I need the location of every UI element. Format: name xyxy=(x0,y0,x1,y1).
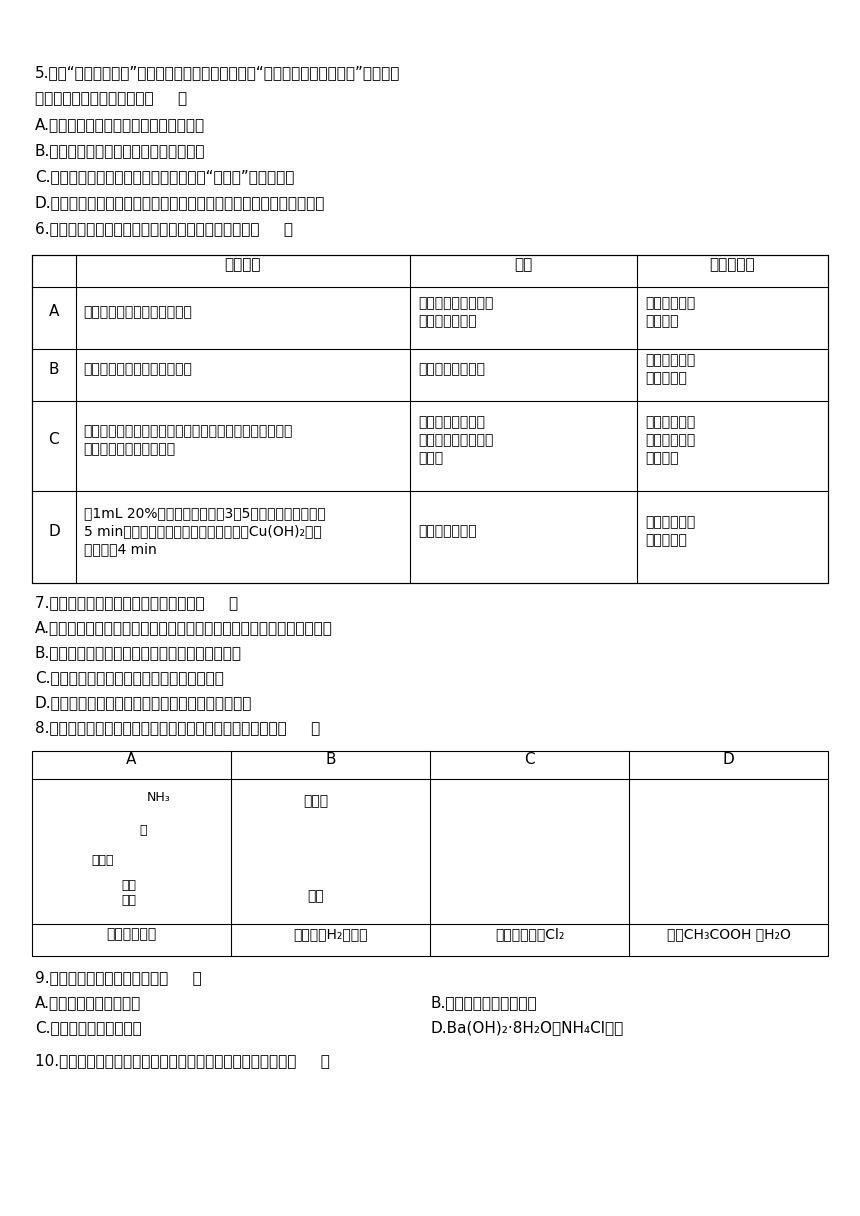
Text: 蔗糖不能水解: 蔗糖不能水解 xyxy=(645,516,695,529)
Text: 稀硫酸: 稀硫酸 xyxy=(303,794,328,807)
Text: 基氢的活性比: 基氢的活性比 xyxy=(645,433,695,447)
Text: 9.下列反应中属吸热反应的是（     ）: 9.下列反应中属吸热反应的是（ ） xyxy=(35,970,202,985)
Text: C.淠粉、纤维素和油脂都是天然高分子化合物: C.淠粉、纤维素和油脂都是天然高分子化合物 xyxy=(35,670,224,685)
Text: 性比硅酸强: 性比硅酸强 xyxy=(645,371,687,385)
Text: 酸的通性: 酸的通性 xyxy=(645,314,679,328)
Text: 测定生成H₂的体积: 测定生成H₂的体积 xyxy=(293,927,368,941)
Text: B.推广可降解塑料的使用，减少白色污染: B.推广可降解塑料的使用，减少白色污染 xyxy=(35,143,206,158)
Text: A: A xyxy=(126,751,137,766)
Text: 锌粒: 锌粒 xyxy=(307,889,324,903)
Text: 解释或结论: 解释或结论 xyxy=(710,258,755,272)
Text: 列行为有惖于这一理念的是（     ）: 列行为有惖于这一理念的是（ ） xyxy=(35,91,187,106)
Text: 水: 水 xyxy=(139,824,147,837)
Text: 取1mL 20%的蔗糖溶液，加入3～5滴稀硫酸。水浴加热: 取1mL 20%的蔗糖溶液，加入3～5滴稀硫酸。水浴加热 xyxy=(83,506,326,520)
Text: B.氢氧化钙与盐酸的反应: B.氢氧化钙与盐酸的反应 xyxy=(430,995,537,1010)
Text: 向盛有少量无水乙醇的试管中，加入一小块新切的、用滤: 向盛有少量无水乙醇的试管中，加入一小块新切的、用滤 xyxy=(83,424,293,438)
Text: 8.用如图所示实验装置进行相应实验，能达到实验目的的是（     ）: 8.用如图所示实验装置进行相应实验，能达到实验目的的是（ ） xyxy=(35,720,320,734)
Text: C.硫在空气或氧气中燃烧: C.硫在空气或氧气中燃烧 xyxy=(35,1020,142,1035)
Text: D: D xyxy=(722,751,734,766)
Text: C.加强节能减排，减少碳排放，提前达到“碳中和”的远景目标: C.加强节能减排，减少碳排放，提前达到“碳中和”的远景目标 xyxy=(35,169,294,184)
Text: B: B xyxy=(325,751,335,766)
Text: 止水夹: 止水夹 xyxy=(91,854,114,867)
Text: 液，加热4 min: 液，加热4 min xyxy=(83,542,157,556)
Text: 向硅酸钠溶液中通入二氧化碳: 向硅酸钠溶液中通入二氧化碳 xyxy=(83,362,193,376)
Text: B: B xyxy=(49,361,59,377)
Text: 未产生红色沉淀: 未产生红色沉淀 xyxy=(418,524,476,537)
Text: D.Ba(OH)₂·8H₂O与NH₄Cl反应: D.Ba(OH)₂·8H₂O与NH₄Cl反应 xyxy=(430,1020,624,1035)
Text: 用浓硫酸干燥Cl₂: 用浓硫酸干燥Cl₂ xyxy=(494,927,564,941)
Text: 5 min后取少量溶液，直接加入少量新制Cu(OH)₂悬浊: 5 min后取少量溶液，直接加入少量新制Cu(OH)₂悬浊 xyxy=(83,524,322,537)
Bar xyxy=(32,751,828,956)
Text: A.向某无色液体中滴加几滴碎水，振荡后液体变蓝，则该液体中含有淠粉: A.向某无色液体中滴加几滴碎水，振荡后液体变蓝，则该液体中含有淠粉 xyxy=(35,620,333,635)
Text: 10.已知某有机化合物的结构如图所示，有关判断不正确的是（     ）: 10.已知某有机化合物的结构如图所示，有关判断不正确的是（ ） xyxy=(35,1053,330,1068)
Text: 实验操作: 实验操作 xyxy=(224,258,261,272)
Text: 钠浮在无水乙醇表: 钠浮在无水乙醇表 xyxy=(418,415,485,429)
Text: 纸擦干表面煤油的金属钠: 纸擦干表面煤油的金属钠 xyxy=(83,441,176,456)
Text: NH₃: NH₃ xyxy=(146,790,170,804)
Text: 空气无明显变化: 空气无明显变化 xyxy=(418,314,476,328)
Text: 溶液: 溶液 xyxy=(121,894,137,907)
Text: C: C xyxy=(525,751,535,766)
Text: 乙醇结构中羟: 乙醇结构中羟 xyxy=(645,415,695,429)
Text: A.镇与盐酸反应放出氢气: A.镇与盐酸反应放出氢气 xyxy=(35,995,141,1010)
Text: 更剧烈: 更剧烈 xyxy=(418,451,443,465)
Text: 面，反应比钠在水中: 面，反应比钠在水中 xyxy=(418,433,494,447)
Text: 锌片投入盛有稀硝酸的试管中: 锌片投入盛有稀硝酸的试管中 xyxy=(83,305,193,319)
Text: A.发展生态农业，减少农药对自然的伤害: A.发展生态农业，减少农药对自然的伤害 xyxy=(35,117,206,133)
Text: 酚酞: 酚酞 xyxy=(121,879,137,893)
Text: D: D xyxy=(48,524,59,539)
Bar xyxy=(32,255,828,582)
Text: B.肚皂的主要成分是油脂在碱性条件下水解生成的: B.肚皂的主要成分是油脂在碱性条件下水解生成的 xyxy=(35,644,242,660)
Text: A: A xyxy=(49,304,59,320)
Text: C: C xyxy=(48,433,59,447)
Text: D.蛋白质溶液遇硫酸铜后产生的沉淠不能重新溶于水: D.蛋白质溶液遇硫酸铜后产生的沉淠不能重新溶于水 xyxy=(35,696,252,710)
Text: 5.打造“绿色生态重庆”，是努力践行习总书记提出的“绿水青山就是金山銀山”理念，下: 5.打造“绿色生态重庆”，是努力践行习总书记提出的“绿水青山就是金山銀山”理念，… xyxy=(35,64,401,80)
Text: 产生白色胶状沉淀: 产生白色胶状沉淀 xyxy=(418,362,485,376)
Text: 产生无色气体，且遇: 产生无色气体，且遇 xyxy=(418,295,494,310)
Text: 水中的强: 水中的强 xyxy=(645,451,679,465)
Text: 分离CH₃COOH 和H₂O: 分离CH₃COOH 和H₂O xyxy=(666,927,790,941)
Text: 制作蓝色喷泉: 制作蓝色喷泉 xyxy=(107,927,157,941)
Text: 说明硝酸具有: 说明硝酸具有 xyxy=(645,295,695,310)
Text: 说明碳酸的酸: 说明碳酸的酸 xyxy=(645,353,695,367)
Text: 现象: 现象 xyxy=(514,258,532,272)
Text: D.研究新技术，尽量提高煤、石油的产量，以满足工业生产的快速发展: D.研究新技术，尽量提高煤、石油的产量，以满足工业生产的快速发展 xyxy=(35,195,325,210)
Text: 6.下列有关实验操作、现象和解释或结论都正确的是（     ）: 6.下列有关实验操作、现象和解释或结论都正确的是（ ） xyxy=(35,221,293,236)
Text: 7.下列关于有机物的说法中，错误的是（     ）: 7.下列关于有机物的说法中，错误的是（ ） xyxy=(35,595,238,610)
Text: 生成葡萄糖: 生成葡萄糖 xyxy=(645,533,687,547)
